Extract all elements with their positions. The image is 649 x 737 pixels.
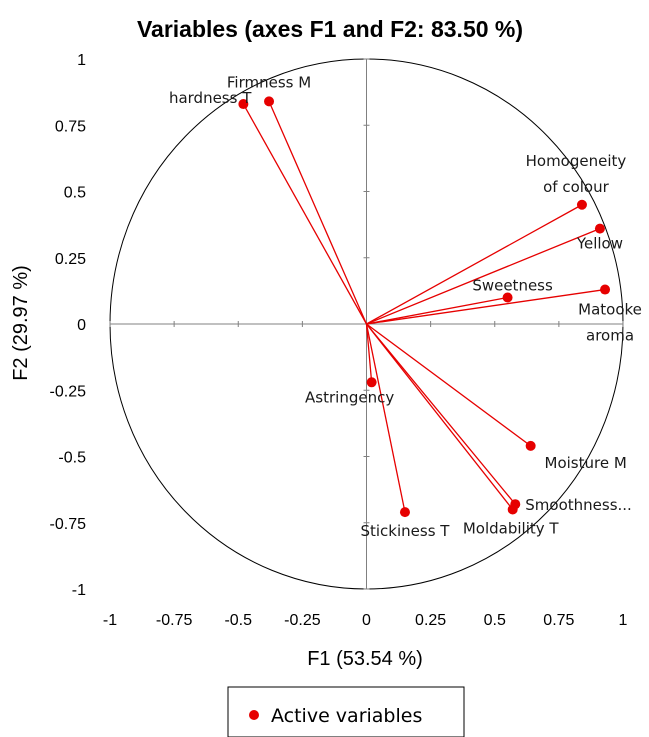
x-tick-label: 1	[619, 612, 628, 629]
variable-vector	[365, 323, 514, 510]
x-tick-label: -0.5	[224, 612, 252, 629]
x-tick-label: -0.25	[284, 612, 321, 629]
y-tick-label: -0.5	[58, 450, 86, 467]
variable-label-line: Moldability T	[463, 520, 560, 538]
variable-label: Matooke aroma	[578, 301, 642, 345]
variable-label: hardness T	[169, 89, 252, 107]
variable-label: Smoothness...	[525, 496, 632, 514]
variable-label-line: Moisture M	[545, 454, 627, 472]
variable-label-line: Homogeneity	[526, 152, 627, 170]
y-tick-label: 1	[77, 52, 86, 69]
variable-vector	[365, 323, 516, 505]
variable-point	[502, 292, 513, 303]
variable-point	[507, 504, 518, 515]
variable-vector	[365, 323, 373, 383]
x-tick-label: 0.5	[484, 612, 506, 629]
variable-label-line: aroma	[586, 327, 634, 345]
variable-point	[238, 99, 249, 110]
y-tick-label: 0.75	[55, 118, 86, 135]
variable-label: Yellow	[576, 235, 623, 253]
variable-vector	[242, 103, 368, 325]
x-tick-label: 0.75	[543, 612, 574, 629]
y-tick-label: -1	[72, 582, 86, 599]
y-tick-label: 0	[77, 317, 86, 334]
legend-label: Active variables	[271, 705, 422, 727]
x-axis-title: F1 (53.54 %)	[307, 648, 423, 670]
variable-point	[264, 96, 275, 107]
y-axis-title: F2 (29.97 %)	[10, 265, 32, 381]
variable-label-line: Firmness M	[227, 73, 311, 91]
variable-label-line: Yellow	[576, 235, 623, 253]
y-tick-label: 0.5	[64, 185, 86, 202]
variable-label: Homogeneity of colour	[526, 152, 627, 196]
variable-point	[366, 377, 377, 388]
chart-title: Variables (axes F1 and F2: 83.50 %)	[137, 16, 523, 42]
variable-label: Sweetness	[472, 277, 553, 295]
variable-label: Stickiness T	[360, 522, 450, 540]
variable-label-line: Smoothness...	[525, 496, 632, 514]
variable-point	[594, 223, 605, 234]
variable-label: Moisture M	[545, 454, 627, 472]
legend-marker	[249, 710, 259, 720]
variable-vector	[365, 323, 406, 513]
variable-vector	[366, 288, 606, 325]
variable-label: Firmness M	[227, 73, 311, 91]
variable-label-line: of colour	[543, 178, 610, 196]
x-tick-label: -0.75	[156, 612, 193, 629]
variable-label-line: Stickiness T	[360, 522, 450, 540]
plot-area: -1 -0.75 -0.5 -0.25 0 0.25 0.5 0.75 1 1 0.75 0.5 0.2…	[50, 52, 642, 629]
variable-vector	[268, 101, 368, 325]
variable-point	[525, 440, 536, 451]
variable-label: Astringency	[305, 388, 394, 406]
variable-label: Moldability T	[463, 520, 560, 538]
variable-vector	[366, 323, 532, 447]
variable-label-line: hardness T	[169, 89, 252, 107]
y-tick-label: -0.25	[50, 383, 87, 400]
variable-label-line: Matooke	[578, 301, 642, 319]
variable-label-line: Sweetness	[472, 277, 553, 295]
variable-vector	[366, 296, 508, 325]
x-tick-label: 0	[362, 612, 371, 629]
variable-label-line: Astringency	[305, 388, 394, 406]
variable-point	[399, 507, 410, 518]
y-tick-label: -0.75	[50, 516, 87, 533]
x-tick-label: -1	[103, 612, 117, 629]
variable-point	[600, 284, 611, 295]
variable-vector	[366, 227, 601, 325]
x-tick-label: 0.25	[415, 612, 446, 629]
legend-box	[227, 686, 465, 737]
variable-point	[576, 199, 587, 210]
y-tick-label: 0.25	[55, 251, 86, 268]
legend: Active variables	[227, 686, 465, 737]
variable-vector	[366, 204, 583, 325]
